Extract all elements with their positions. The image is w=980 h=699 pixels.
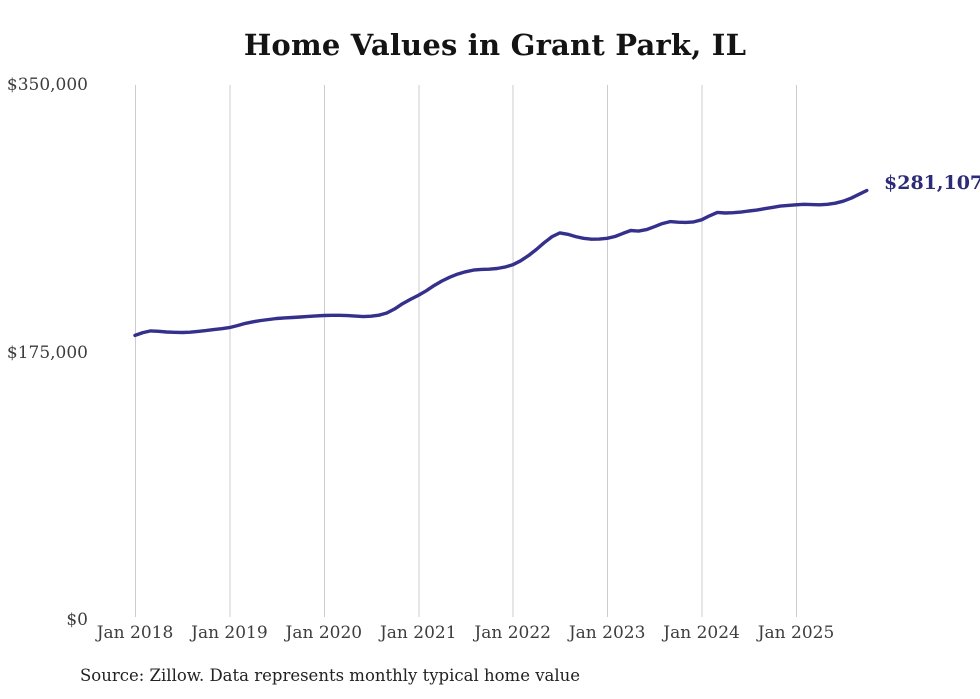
home-value-line [133, 188, 869, 338]
x-axis-tick: Jan 2018 [96, 623, 174, 643]
chart-title: Home Values in Grant Park, IL [243, 28, 747, 62]
latest-value-label: $281,107 [884, 172, 980, 194]
source-note: Source: Zillow. Data represents monthly … [80, 666, 581, 685]
x-axis-tick: Jan 2023 [568, 623, 646, 643]
x-axis-tick: Jan 2022 [474, 623, 551, 643]
x-axis-tick: Jan 2025 [757, 623, 835, 643]
x-axis-tick: Jan 2024 [663, 623, 740, 643]
x-axis-tick: Jan 2020 [285, 623, 363, 643]
x-axis-tick: Jan 2021 [379, 623, 457, 643]
y-axis-tick-0: $0 [66, 610, 88, 630]
x-axis-tick: Jan 2019 [191, 623, 268, 643]
y-axis-tick-175000: $175,000 [6, 343, 88, 363]
y-axis-tick-350000: $350,000 [6, 75, 88, 95]
